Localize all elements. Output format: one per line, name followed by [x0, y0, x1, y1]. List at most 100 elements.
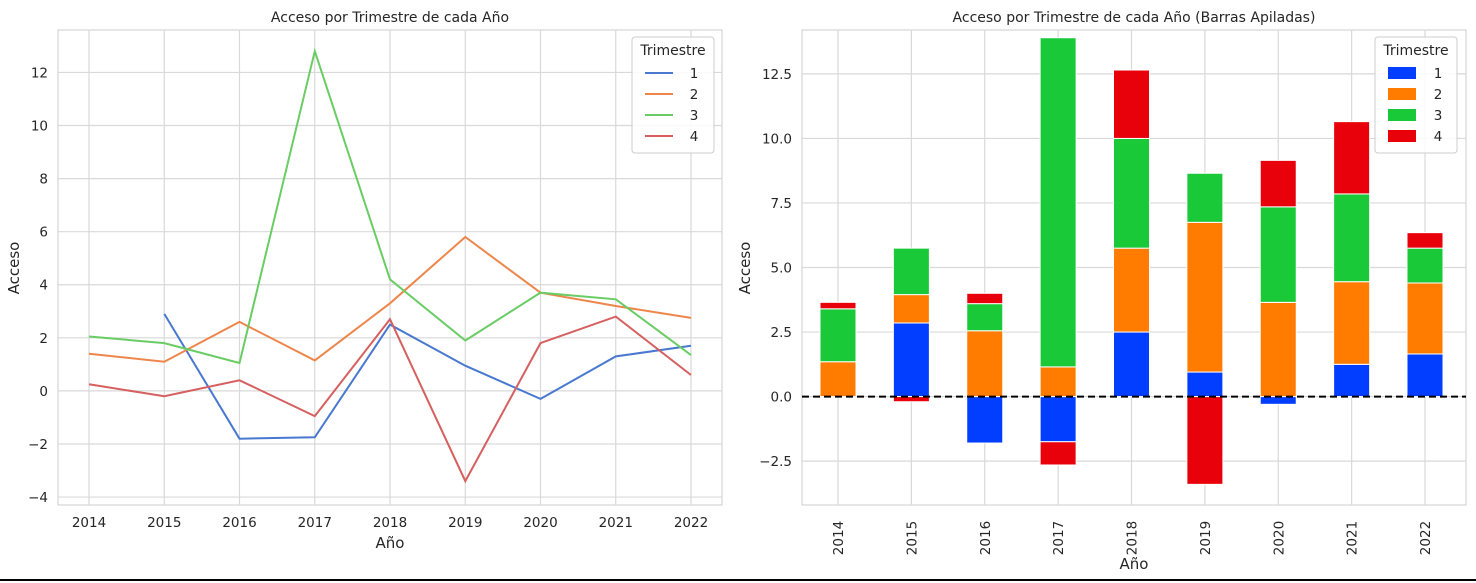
line-chart-x-ticks: 2014 2015 2016 2017 2018 2019 2020 2021 2022: [72, 515, 708, 531]
legend-bar-swatch-2: [1388, 88, 1416, 100]
bar-chart-y-tick-label: 0.0: [771, 390, 792, 406]
bar-segment-2016-t4: [966, 292, 1004, 305]
bar-segment-2019-t1: [1186, 371, 1224, 398]
bar-chart-y-tick-label: 5.0: [771, 261, 792, 277]
line-chart: Acceso por Trimestre de cada Año −4 −2 0 2 4…: [5, 10, 723, 552]
line-chart-x-tick-label: 2014: [72, 515, 106, 531]
legend-label-2: 2: [690, 87, 699, 103]
line-chart-y-ticks: −4 −2 0 2 4 6 8 10 12: [28, 65, 48, 506]
stacked-bar-chart-x-label: Año: [1120, 555, 1149, 573]
line-chart-y-tick-label: −2: [28, 437, 48, 453]
bar-chart-x-tick-label: 2020: [1271, 521, 1287, 555]
bar-segment-2016-t1: [966, 396, 1004, 444]
line-chart-x-tick-label: 2015: [147, 515, 181, 531]
line-chart-x-label: Año: [376, 534, 405, 552]
bar-segment-2020-t1: [1259, 396, 1297, 405]
bar-segment-2022-t4: [1406, 232, 1444, 249]
line-chart-title: Acceso por Trimestre de cada Año: [271, 10, 509, 26]
line-chart-y-tick-label: −4: [28, 490, 48, 506]
bar-segment-2014-t3: [819, 308, 857, 363]
bar-chart-y-tick-label: 2.5: [771, 325, 792, 341]
line-chart-y-tick-label: 8: [39, 172, 48, 188]
bar-segment-2019-t3: [1186, 172, 1224, 223]
bar-chart-x-tick-label: 2014: [831, 521, 847, 555]
bar-chart-x-tick-label: 2017: [1051, 521, 1067, 555]
bar-segment-2017-t1: [1039, 396, 1077, 443]
line-chart-x-tick-label: 2020: [523, 515, 557, 531]
line-chart-legend: Trimestre 1 2 3 4: [631, 36, 715, 154]
bar-segment-2017-t3: [1039, 37, 1077, 368]
bar-segment-2015-t4: [892, 396, 930, 403]
bottom-border: [0, 579, 1476, 581]
bar-chart-y-tick-label: −2.5: [759, 454, 792, 470]
bar-segment-2021-t1: [1333, 363, 1371, 398]
bar-segment-2017-t2: [1039, 366, 1077, 398]
bar-segment-2018-t1: [1113, 331, 1150, 398]
stacked-bar-chart-y-label: Acceso: [736, 242, 754, 295]
line-series-4: [88, 315, 692, 484]
stacked-bar-chart-legend: Trimestre 1 2 3 4: [1374, 36, 1458, 154]
bar-segment-2015-t3: [892, 247, 930, 296]
line-chart-series: [88, 47, 692, 484]
line-series-3: [88, 47, 692, 365]
bar-segment-2014-t4: [819, 301, 857, 310]
line-series-2: [88, 235, 692, 363]
line-chart-y-tick-label: 12: [31, 65, 48, 81]
legend-label-4: 4: [1434, 129, 1443, 145]
bar-chart-x-tick-label: 2018: [1125, 521, 1141, 555]
bar-chart-x-tick-label: 2015: [904, 521, 920, 555]
legend-label-3: 3: [1434, 108, 1443, 124]
line-chart-x-tick-label: 2019: [448, 515, 482, 531]
bar-segment-2014-t2: [819, 361, 857, 398]
bar-segment-2020-t2: [1259, 301, 1297, 398]
bar-segment-2022-t2: [1406, 282, 1444, 355]
line-chart-y-tick-label: 0: [39, 384, 48, 400]
bar-chart-y-tick-label: 10.0: [762, 131, 792, 147]
stacked-bar-chart-legend-title: Trimestre: [1382, 43, 1448, 59]
bar-chart-x-tick-label: 2016: [978, 521, 994, 555]
bar-segment-2015-t1: [892, 322, 930, 398]
bar-segment-2016-t2: [966, 330, 1004, 398]
bar-segment-2022-t1: [1406, 353, 1444, 398]
bar-segment-2018-t2: [1113, 247, 1150, 333]
line-chart-y-label: Acceso: [5, 242, 23, 295]
legend-label-4: 4: [690, 129, 699, 145]
bar-segment-2020-t4: [1259, 159, 1297, 208]
bar-segment-2019-t4: [1186, 396, 1224, 485]
line-chart-x-tick-label: 2021: [599, 515, 633, 531]
bar-segment-2022-t3: [1406, 247, 1444, 284]
bar-segment-2018-t4: [1113, 69, 1150, 139]
line-chart-x-tick-label: 2022: [674, 515, 708, 531]
stacked-bar-chart-y-ticks: −2.5 0.0 2.5 5.0 7.5 10.0 12.5: [759, 67, 792, 470]
bar-segment-2019-t2: [1186, 221, 1224, 373]
legend-label-1: 1: [1434, 66, 1443, 82]
bar-segment-2016-t3: [966, 303, 1004, 332]
stacked-bar-chart-bars: [819, 37, 1444, 485]
bar-chart-x-tick-label: 2022: [1418, 521, 1434, 555]
line-chart-x-tick-label: 2016: [222, 515, 256, 531]
bar-chart-x-tick-label: 2021: [1345, 521, 1361, 555]
bar-segment-2015-t2: [892, 294, 930, 324]
line-chart-grid: [58, 30, 722, 505]
line-chart-y-tick-label: 4: [39, 278, 48, 294]
line-chart-y-tick-label: 6: [39, 225, 48, 241]
line-chart-x-tick-label: 2017: [298, 515, 332, 531]
bar-segment-2021-t3: [1333, 193, 1371, 283]
legend-bar-swatch-3: [1388, 109, 1416, 121]
stacked-bar-chart-x-ticks: 2014 2015 2016 2017 2018 2019 2020 2021 2022: [831, 521, 1434, 555]
stacked-bar-chart: Acceso por Trimestre de cada Año (Barras…: [736, 10, 1467, 573]
line-chart-x-tick-label: 2018: [373, 515, 407, 531]
line-chart-y-tick-label: 10: [31, 119, 48, 135]
bar-chart-x-tick-label: 2019: [1198, 521, 1214, 555]
legend-label-1: 1: [690, 66, 699, 82]
stacked-bar-chart-title: Acceso por Trimestre de cada Año (Barras…: [953, 10, 1316, 26]
bar-segment-2017-t4: [1039, 441, 1077, 466]
legend-label-2: 2: [1434, 87, 1443, 103]
legend-label-3: 3: [690, 108, 699, 124]
bar-segment-2021-t2: [1333, 281, 1371, 365]
bar-chart-y-tick-label: 7.5: [771, 196, 792, 212]
legend-bar-swatch-4: [1388, 130, 1416, 142]
line-chart-legend-title: Trimestre: [639, 43, 705, 59]
bar-segment-2021-t4: [1333, 121, 1371, 195]
